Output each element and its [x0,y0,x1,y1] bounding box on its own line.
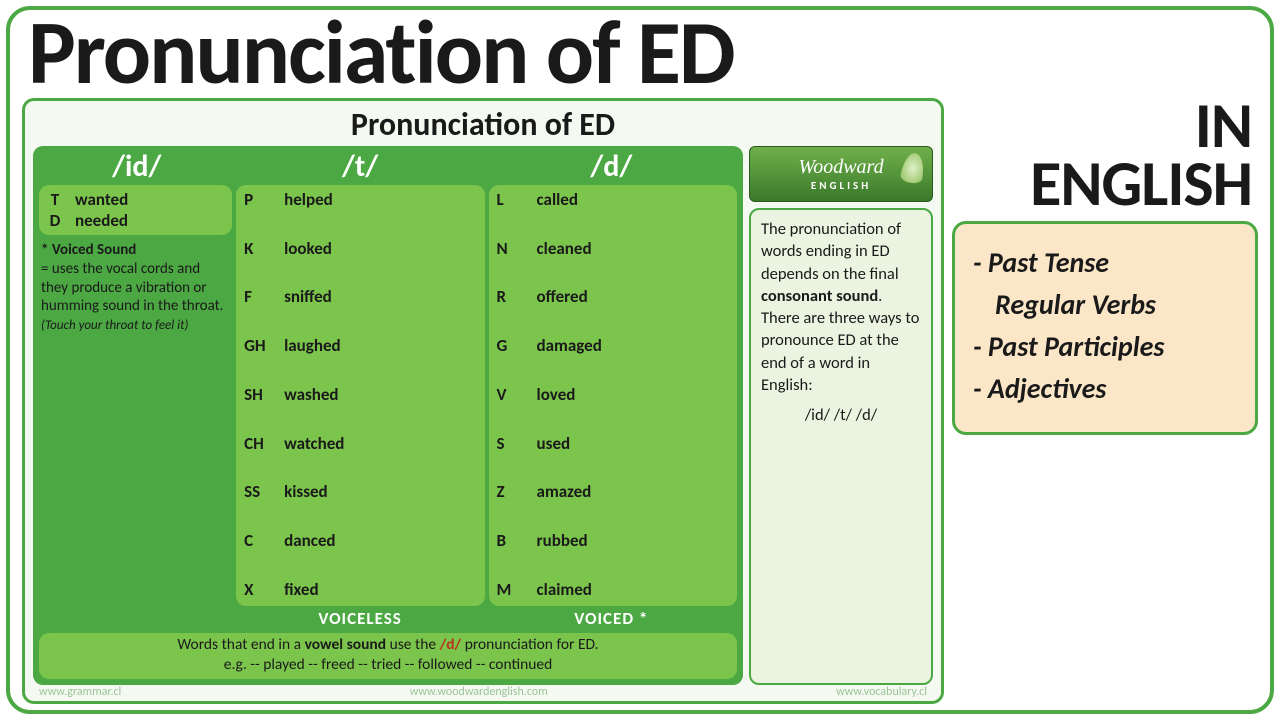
card-title: Pronunciation of ED [33,105,933,144]
table-row: Xfixed [244,579,476,602]
voice-labels: VOICELESS VOICED * [39,608,737,629]
voiceless-label: VOICELESS [234,608,485,629]
table-row: Fsniffed [244,286,476,309]
topic-3: - Adjectives [973,368,1237,410]
lower-row: Pronunciation of ED /id/ /t/ /d/ Twanted [22,98,1258,704]
table-row: Zamazed [497,481,729,504]
topic-1b: Regular Verbs [995,284,1237,326]
outer-frame: Pronunciation of ED Pronunciation of ED … [6,6,1274,714]
footer-mid: www.woodwardenglish.com [410,685,548,699]
id-examples: Twanted Dneeded [39,185,232,235]
table-row: Dneeded [45,210,226,231]
in-english: IN ENGLISH [952,98,1252,213]
table-row: Klooked [244,238,476,261]
table-row: Sused [497,433,729,456]
table-row: Vloved [497,384,729,407]
footer-links: www.grammar.cl www.woodwardenglish.com w… [33,685,933,701]
description-box: The pronunciation of words ending in ED … [749,208,933,685]
table-row: Gdamaged [497,335,729,358]
header-t: /t/ [234,148,485,185]
panel-grid: Twanted Dneeded * Voiced Sound = uses th… [39,185,737,606]
header-d: /d/ [486,148,737,185]
card-right: Woodward ENGLISH The pronunciation of wo… [749,146,933,685]
green-panel: /id/ /t/ /d/ Twanted Dneeded * Voi [33,146,743,685]
table-row: Brubbed [497,530,729,553]
footer-left: www.grammar.cl [39,685,121,699]
col-d: Lcalled Ncleaned Roffered Gdamaged Vloved Sus… [489,185,737,606]
table-row: GHlaughed [244,335,476,358]
sound-headers: /id/ /t/ /d/ [39,148,737,185]
header-id: /id/ [39,148,234,185]
table-row: Phelped [244,189,476,212]
table-row: SHwashed [244,384,476,407]
table-row: Lcalled [497,189,729,212]
table-row: CHwatched [244,433,476,456]
voiced-note: * Voiced Sound = uses the vocal cords an… [39,241,232,335]
table-row: Roffered [497,286,729,309]
main-title: Pronunciation of ED [28,8,1258,98]
voiced-label: VOICED * [486,608,737,629]
col-t: Phelped Klooked Fsniffed GHlaughed SHwashed C… [236,185,484,606]
vowel-note: Words that end in a vowel sound use the … [39,633,737,679]
col-id: Twanted Dneeded * Voiced Sound = uses th… [39,185,232,606]
footer-right: www.vocabulary.cl [836,685,927,699]
card-body: /id/ /t/ /d/ Twanted Dneeded * Voi [33,146,933,685]
right-column: IN ENGLISH - Past Tense Regular Verbs - … [952,98,1258,704]
woodward-logo: Woodward ENGLISH [749,146,933,202]
table-row: SSkissed [244,481,476,504]
topic-2: - Past Participles [973,326,1237,368]
topic-1: - Past Tense [973,242,1237,284]
table-row: Cdanced [244,530,476,553]
topics-box: - Past Tense Regular Verbs - Past Partic… [952,221,1258,435]
table-row: Mclaimed [497,579,729,602]
leaf-icon [900,151,927,184]
table-row: Twanted [45,189,226,210]
chart-card: Pronunciation of ED /id/ /t/ /d/ Twanted [22,98,944,704]
table-row: Ncleaned [497,238,729,261]
